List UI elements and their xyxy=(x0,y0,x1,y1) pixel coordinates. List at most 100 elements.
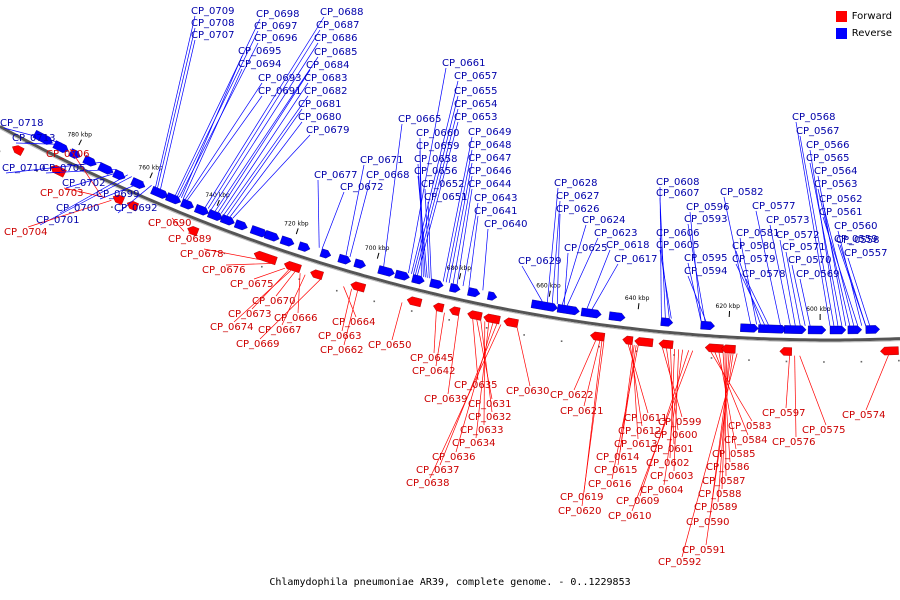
leader-line xyxy=(735,263,765,325)
gene-label: CP_0604 xyxy=(640,485,683,496)
gene-label: CP_0559 xyxy=(834,234,877,245)
gene-label: CP_0636 xyxy=(432,452,475,463)
gene-label: CP_0696 xyxy=(254,33,297,44)
leader-line xyxy=(232,134,311,219)
gene-label: CP_0703 xyxy=(40,188,83,199)
leader-line xyxy=(171,217,185,232)
gene-label: CP_0599 xyxy=(658,417,701,428)
leader-line xyxy=(181,55,243,199)
gene-label: CP_0667 xyxy=(258,325,301,336)
leader-line xyxy=(566,237,599,306)
reverse-gene-arrow xyxy=(337,253,352,265)
reverse-gene-arrow xyxy=(580,307,602,319)
forward-gene-arrow xyxy=(406,296,423,308)
gene-label: CP_0564 xyxy=(814,166,857,177)
track-dot xyxy=(448,319,450,321)
gene-label: CP_0718 xyxy=(0,118,43,129)
leader-line xyxy=(779,239,796,326)
scale-tick-label: 740 kbp xyxy=(205,192,230,199)
gene-label: CP_0616 xyxy=(588,479,631,490)
gene-label: CP_0590 xyxy=(686,517,729,528)
leader-line xyxy=(724,352,727,477)
leader-line xyxy=(809,162,843,327)
leader-line xyxy=(561,224,587,305)
reverse-gene-arrow xyxy=(486,291,498,301)
gene-label: CP_0709 xyxy=(191,6,234,17)
leader-line xyxy=(681,353,738,558)
scale-tick xyxy=(637,303,640,310)
leader-line xyxy=(521,265,543,302)
gene-label: CP_0650 xyxy=(368,340,411,351)
gene-label: CP_0587 xyxy=(702,476,745,487)
genome-backbone xyxy=(0,125,900,343)
gene-label: CP_0611 xyxy=(624,413,667,424)
gene-label: CP_0684 xyxy=(306,60,349,71)
leader-line xyxy=(223,95,309,215)
leader-line xyxy=(546,187,559,303)
leader-line xyxy=(817,175,847,326)
gene-label: CP_0567 xyxy=(796,126,839,137)
gene-label: CP_0700 xyxy=(56,203,99,214)
reverse-gene-arrow xyxy=(449,283,461,293)
leader-line xyxy=(427,201,432,279)
leader-line xyxy=(714,352,749,436)
track-dot xyxy=(111,206,113,208)
leader-line xyxy=(15,142,65,145)
forward-gene-arrow xyxy=(503,317,519,328)
leader-line xyxy=(717,353,730,503)
leader-line xyxy=(3,127,62,144)
leader-line xyxy=(817,188,851,326)
leader-line xyxy=(723,196,751,325)
gene-label: CP_0628 xyxy=(554,178,597,189)
legend-reverse-label: Reverse xyxy=(851,28,892,39)
gene-label: CP_0637 xyxy=(416,465,459,476)
reverse-gene-arrow xyxy=(783,325,807,335)
gene-label: CP_0560 xyxy=(834,221,877,232)
gene-label: CP_0583 xyxy=(728,421,771,432)
gene-label: CP_0578 xyxy=(742,269,785,280)
leader-line xyxy=(611,345,639,480)
leader-line xyxy=(317,179,320,248)
leader-line xyxy=(662,347,683,418)
reverse-gene-arrow xyxy=(467,287,481,298)
leader-line xyxy=(186,95,263,201)
reverse-gene-arrow xyxy=(112,169,126,181)
leader-line xyxy=(745,278,769,326)
gene-label: CP_0713 xyxy=(12,133,55,144)
scale-tick xyxy=(78,139,82,146)
forward-gene-arrow xyxy=(50,164,67,178)
gene-label: CP_0619 xyxy=(560,492,603,503)
gene-label: CP_0597 xyxy=(762,408,805,419)
forward-gene-arrow xyxy=(467,310,483,321)
gene-label: CP_0672 xyxy=(340,182,383,193)
gene-label: CP_0570 xyxy=(788,255,831,266)
gene-label: CP_0662 xyxy=(320,345,363,356)
leader-line xyxy=(795,121,831,327)
reverse-gene-arrow xyxy=(829,325,847,335)
gene-label: CP_0706 xyxy=(46,149,89,160)
leader-line xyxy=(63,187,106,198)
leader-line xyxy=(551,200,561,304)
track-dot xyxy=(298,278,301,280)
leader-line xyxy=(710,351,753,422)
gene-label: CP_0625 xyxy=(564,243,607,254)
leader-line xyxy=(226,108,303,217)
gene-label: CP_0688 xyxy=(320,7,363,18)
gene-label: CP_0558 xyxy=(836,235,879,246)
label-leader-lines xyxy=(3,15,889,558)
gene-label: CP_0640 xyxy=(484,219,527,230)
leader-line xyxy=(722,352,731,463)
leader-line xyxy=(155,15,196,188)
forward-gene-arrow xyxy=(720,344,736,354)
leader-line xyxy=(187,232,193,235)
leader-line xyxy=(739,237,757,325)
leader-line xyxy=(785,251,801,326)
leader-line xyxy=(214,56,319,212)
gene-label: CP_0704 xyxy=(4,227,47,238)
gene-label: CP_0653 xyxy=(454,112,497,123)
leader-line xyxy=(809,149,839,327)
leader-line xyxy=(663,349,683,486)
track-dot xyxy=(860,360,863,363)
gene-label: CP_0697 xyxy=(254,21,297,32)
